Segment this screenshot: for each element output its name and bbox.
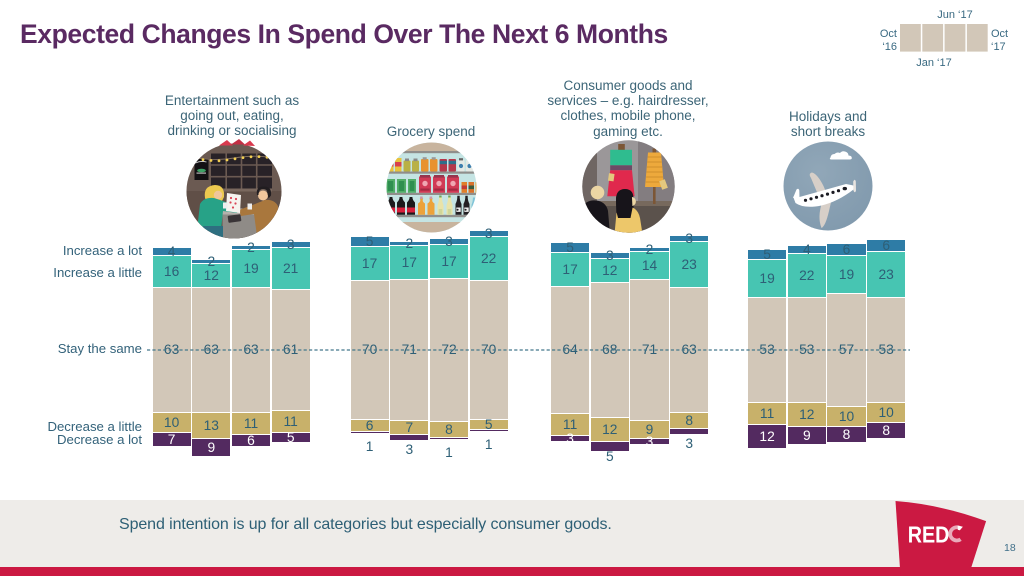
svg-text:Oct: Oct — [991, 28, 1008, 40]
svg-text:Jun ‘17: Jun ‘17 — [937, 9, 972, 21]
svg-text:RED: RED — [908, 521, 950, 548]
svg-text:Jan ‘17: Jan ‘17 — [916, 57, 951, 69]
svg-text:‘17: ‘17 — [991, 41, 1006, 53]
svg-text:‘16: ‘16 — [882, 41, 897, 53]
svg-text:Oct: Oct — [880, 28, 897, 40]
